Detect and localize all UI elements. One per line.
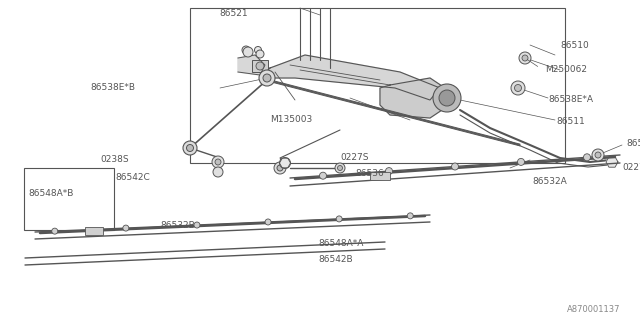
Polygon shape	[380, 78, 445, 118]
Circle shape	[242, 46, 250, 54]
Circle shape	[52, 228, 58, 234]
Text: 86538: 86538	[626, 140, 640, 148]
Circle shape	[385, 168, 392, 175]
Circle shape	[511, 81, 525, 95]
Circle shape	[592, 149, 604, 161]
Circle shape	[256, 50, 264, 58]
Circle shape	[336, 216, 342, 222]
Bar	[24, 168, 114, 230]
Circle shape	[337, 165, 342, 171]
Text: 0227S: 0227S	[340, 153, 369, 162]
Text: 86536: 86536	[355, 169, 384, 178]
Polygon shape	[238, 55, 265, 75]
Circle shape	[255, 46, 262, 53]
Bar	[252, 60, 268, 72]
Circle shape	[259, 70, 275, 86]
Text: M250062: M250062	[545, 66, 587, 75]
Circle shape	[519, 52, 531, 64]
Circle shape	[335, 163, 345, 173]
Circle shape	[123, 225, 129, 231]
Text: 86532B: 86532B	[160, 220, 195, 229]
Circle shape	[515, 84, 522, 92]
Text: 86542C: 86542C	[115, 172, 150, 181]
Text: 86542B: 86542B	[318, 255, 353, 265]
Circle shape	[186, 145, 193, 151]
Circle shape	[274, 162, 286, 174]
Circle shape	[265, 219, 271, 225]
Text: 86532A: 86532A	[532, 178, 567, 187]
Text: 0238S: 0238S	[100, 156, 129, 164]
Circle shape	[319, 172, 326, 179]
Text: A870001137: A870001137	[566, 306, 620, 315]
Text: M135003: M135003	[270, 116, 312, 124]
Bar	[370, 172, 390, 180]
Circle shape	[439, 90, 455, 106]
Circle shape	[194, 222, 200, 228]
Circle shape	[584, 154, 591, 161]
Polygon shape	[606, 157, 618, 167]
Text: 86510: 86510	[560, 42, 589, 51]
Circle shape	[522, 55, 528, 61]
Text: 86521: 86521	[219, 10, 248, 19]
Text: 86548A*A: 86548A*A	[318, 239, 364, 249]
Circle shape	[213, 167, 223, 177]
Circle shape	[256, 62, 264, 70]
Text: 86538E*A: 86538E*A	[548, 95, 593, 105]
Text: 86538E*B: 86538E*B	[90, 84, 135, 92]
Text: 86548A*B: 86548A*B	[28, 189, 74, 198]
Circle shape	[212, 156, 224, 168]
Circle shape	[518, 158, 525, 165]
Circle shape	[595, 152, 601, 158]
Circle shape	[280, 157, 291, 169]
Circle shape	[215, 159, 221, 165]
Circle shape	[263, 74, 271, 82]
Text: 86511: 86511	[556, 117, 585, 126]
Circle shape	[451, 163, 458, 170]
Bar	[190, 8, 565, 163]
Polygon shape	[260, 55, 440, 100]
Circle shape	[243, 47, 253, 57]
Bar	[85, 227, 103, 235]
Circle shape	[407, 213, 413, 219]
Circle shape	[183, 141, 197, 155]
Circle shape	[277, 165, 283, 171]
Text: 0227S: 0227S	[622, 164, 640, 172]
Circle shape	[433, 84, 461, 112]
